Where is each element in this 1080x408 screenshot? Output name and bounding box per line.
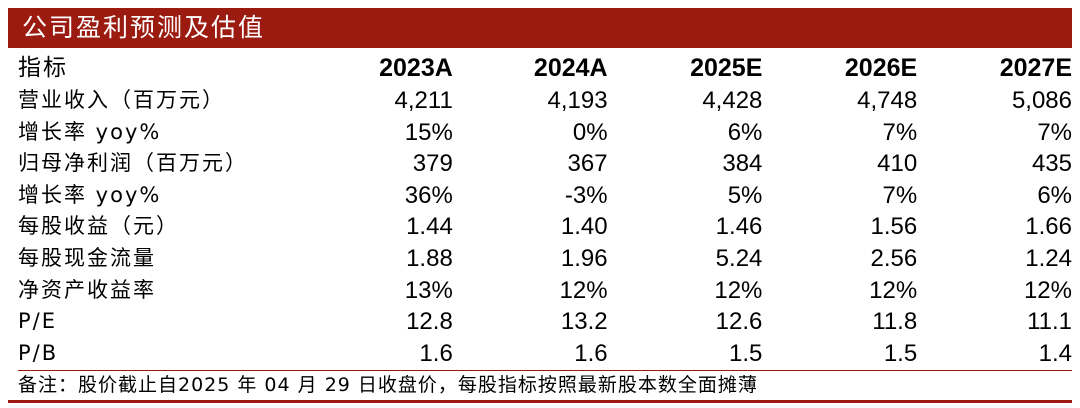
table-cell: 4,428 — [702, 87, 763, 114]
table-row: 净资产收益率 13% 12% 12% 12% 12% — [18, 275, 1072, 307]
table-cell: -3% — [564, 181, 608, 209]
table-cell: 13.2 — [560, 308, 608, 336]
table-cell: 6% — [1037, 181, 1072, 209]
table-cell: 1.56 — [870, 213, 918, 241]
table-cell: 1.88 — [406, 244, 453, 272]
table-row: 归母净利润（百万元） 379 367 384 410 435 — [18, 148, 1072, 180]
table-cell: 1.5 — [729, 339, 763, 367]
table-cell: 1.24 — [1025, 244, 1072, 272]
column-header-2025e: 2025E — [690, 54, 763, 82]
forecast-table: 指标 2023A 2024A 2025E 2026E 2027E 营业收入（百万… — [18, 51, 1072, 369]
row-label: 每股现金流量 — [18, 245, 156, 270]
table-cell: 6% — [727, 118, 763, 146]
table-cell: 7% — [882, 118, 918, 146]
table-cell: 15% — [404, 118, 453, 146]
table-cell: 435 — [1031, 150, 1072, 178]
table-cell: 1.6 — [419, 339, 453, 367]
title-bar: 公司盈利预测及估值 — [8, 8, 1072, 48]
column-header-2026e: 2026E — [844, 54, 918, 82]
table-cell: 1.46 — [715, 213, 763, 241]
table-cell: 379 — [412, 150, 453, 178]
table-cell: 384 — [722, 150, 763, 178]
table-cell: 1.4 — [1038, 339, 1072, 367]
table-cell: 12% — [714, 276, 763, 304]
table-row: P/B 1.6 1.6 1.5 1.5 1.4 — [18, 338, 1072, 370]
row-label: P/B — [18, 340, 59, 365]
table-cell: 36% — [404, 181, 453, 209]
table-row: 增长率 yoy% 15% 0% 6% 7% 7% — [18, 117, 1072, 149]
table-cell: 1.44 — [406, 213, 453, 241]
table-row: 每股收益（元） 1.44 1.40 1.46 1.56 1.66 — [18, 211, 1072, 243]
table-cell: 2.56 — [870, 244, 918, 272]
table-row: 每股现金流量 1.88 1.96 5.24 2.56 1.24 — [18, 243, 1072, 275]
table-row: 营业收入（百万元） 4,211 4,193 4,428 4,748 5,086 — [18, 85, 1072, 117]
table-cell: 367 — [567, 150, 608, 178]
table-row: P/E 12.8 13.2 12.6 11.8 11.1 — [18, 306, 1072, 338]
table-cell: 4,748 — [857, 87, 918, 114]
table-cell: 5,086 — [1011, 87, 1072, 114]
table-cell: 12% — [559, 276, 608, 304]
column-header-2023a: 2023A — [379, 54, 453, 82]
table-cell: 12% — [1023, 276, 1072, 304]
table-cell: 5% — [727, 181, 763, 209]
table-cell: 1.40 — [560, 213, 608, 241]
table-cell: 1.6 — [574, 339, 608, 367]
row-label: 每股收益（元） — [18, 214, 179, 239]
row-label: 增长率 yoy% — [18, 119, 162, 144]
table-cell: 12% — [869, 276, 918, 304]
table-cell: 12.6 — [715, 308, 763, 336]
table-row: 增长率 yoy% 36% -3% 5% 7% 6% — [18, 180, 1072, 212]
table-cell: 11.1 — [1027, 308, 1072, 336]
table-cell: 12.8 — [406, 308, 453, 336]
table-cell: 13% — [404, 276, 453, 304]
table-cell: 11.8 — [872, 308, 918, 336]
bottom-rule — [8, 400, 1072, 403]
header-row: 指标 2023A 2024A 2025E 2026E 2027E — [18, 51, 1072, 85]
row-label: 增长率 yoy% — [18, 182, 162, 207]
row-label: 归母净利润（百万元） — [18, 151, 248, 176]
table-cell: 4,193 — [547, 87, 608, 114]
table-cell: 1.66 — [1025, 213, 1072, 241]
column-header-2027e: 2027E — [999, 54, 1072, 82]
footnote: 备注：股价截止自2025 年 04 月 29 日收盘价，每股指标按照最新股本数全… — [18, 370, 1072, 399]
table-cell: 7% — [882, 181, 918, 209]
column-header-metric: 指标 — [18, 55, 68, 81]
row-label: 净资产收益率 — [18, 277, 156, 302]
table-cell: 1.5 — [883, 339, 918, 367]
table-title: 公司盈利预测及估值 — [22, 13, 266, 42]
row-label: P/E — [18, 309, 58, 334]
column-header-2024a: 2024A — [533, 54, 608, 82]
table-cell: 0% — [572, 118, 608, 146]
table-cell: 410 — [877, 150, 918, 178]
table-cell: 4,211 — [394, 87, 453, 114]
row-label: 营业收入（百万元） — [18, 88, 225, 112]
table-cell: 1.96 — [560, 244, 608, 272]
table-cell: 5.24 — [715, 244, 763, 272]
table-cell: 7% — [1037, 118, 1072, 146]
